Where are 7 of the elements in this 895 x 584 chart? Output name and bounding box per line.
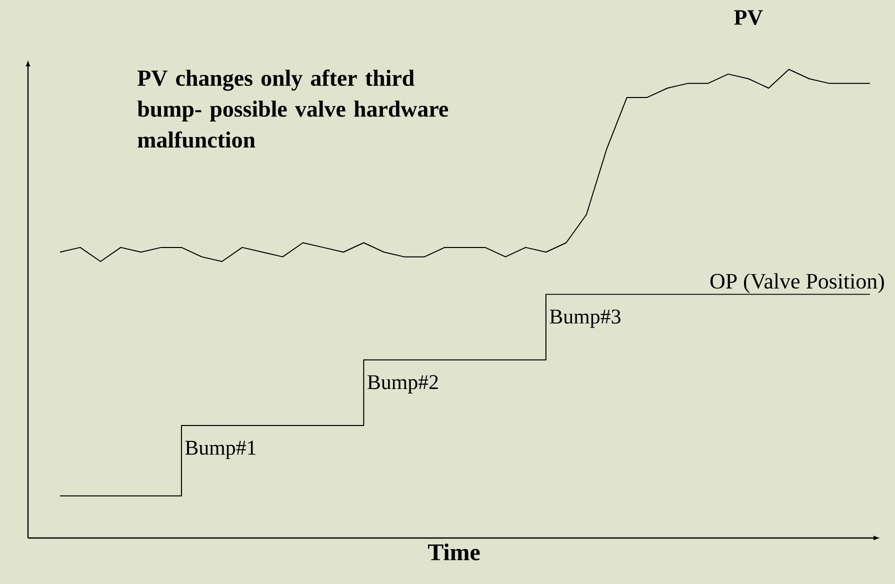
annotation: Bump#3 bbox=[550, 310, 620, 328]
annotation: Bump#1 bbox=[185, 440, 256, 460]
text: PV bbox=[734, 10, 763, 25]
x-axis-title: Time bbox=[428, 544, 480, 560]
annotation: PV changes only after third bump- possible valve hardware malfunction bbox=[137, 70, 448, 148]
annotation: Bump#2 bbox=[368, 375, 438, 394]
series-label: OP (Valve Position) bbox=[710, 273, 884, 294]
